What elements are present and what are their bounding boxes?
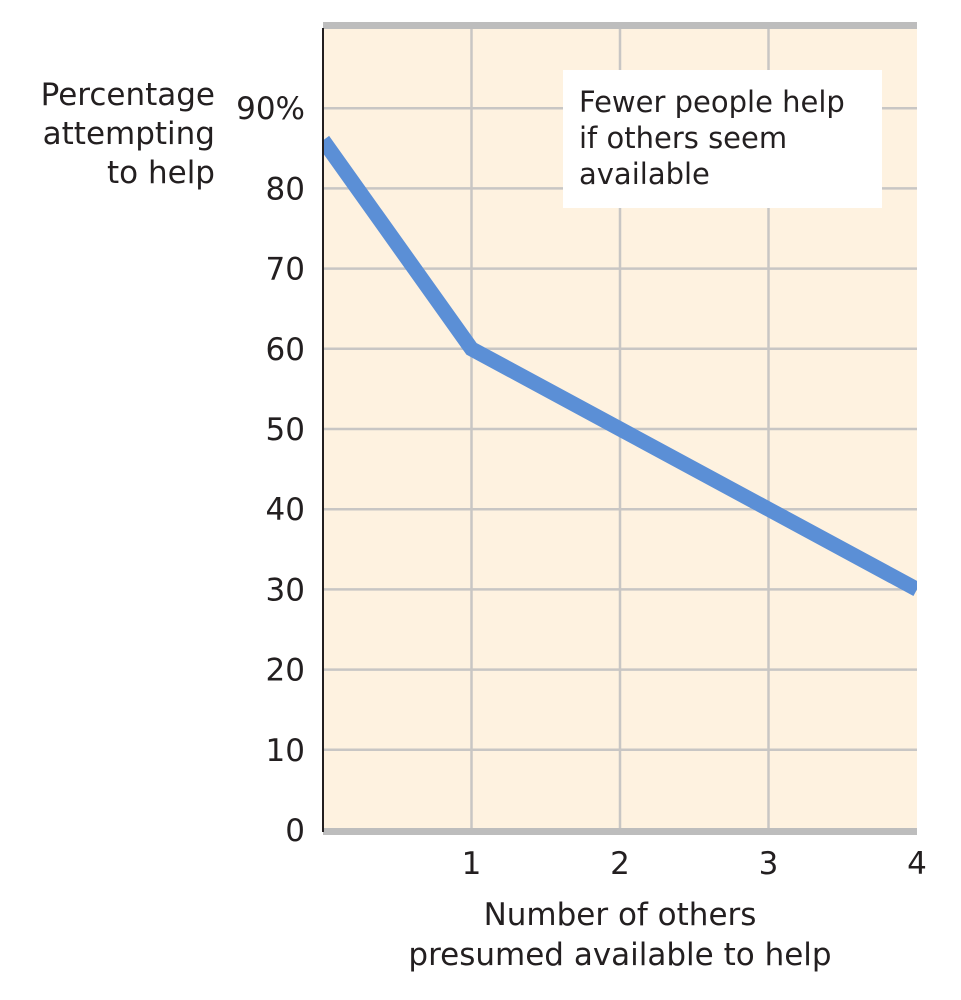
y-tick-label: 30 xyxy=(266,572,305,608)
y-axis-label: Percentage attempting to help xyxy=(40,77,215,191)
y-tick-label: 80 xyxy=(266,171,305,207)
x-tick-label: 2 xyxy=(610,846,630,882)
y-tick-label: 20 xyxy=(266,653,305,689)
x-axis-label: Number of others presumed available to h… xyxy=(408,897,832,973)
y-tick-label: 70 xyxy=(266,252,305,288)
top-frame xyxy=(323,22,917,29)
x-tick-label: 4 xyxy=(907,846,927,882)
y-tick-label: 0 xyxy=(285,813,305,849)
annotation-box: Fewer people help if others seem availab… xyxy=(563,70,882,208)
x-tick-label: 1 xyxy=(462,846,482,882)
y-tick-label: 50 xyxy=(266,412,305,448)
series-line xyxy=(324,135,917,596)
y-tick-label: 90% xyxy=(236,91,305,127)
y-tick-label: 10 xyxy=(266,733,305,769)
y-tick-label: 40 xyxy=(266,492,305,528)
y-tick-label: 60 xyxy=(266,332,305,368)
x-axis xyxy=(323,828,917,835)
x-tick-label: 3 xyxy=(759,846,779,882)
